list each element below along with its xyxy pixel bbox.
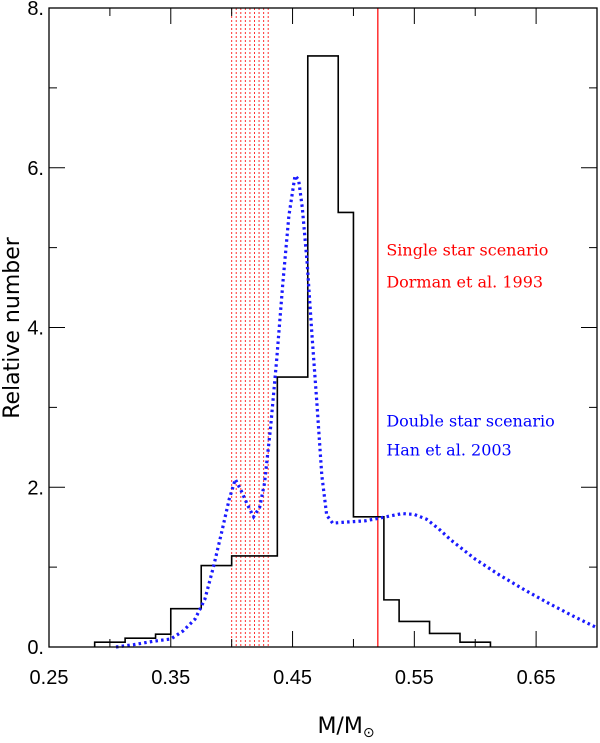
histogram-bin: [140, 638, 155, 647]
y-tick-label: 0.: [27, 637, 44, 659]
x-tick-label: 0.55: [395, 667, 434, 689]
histogram-bin: [338, 212, 353, 647]
annotations: Single star scenario Dorman et al. 1993 Do…: [386, 241, 554, 460]
x-tick-label: 0.25: [30, 667, 69, 689]
double-star-dotted-curve: [115, 172, 598, 649]
y-axis-title: Relative number: [0, 236, 25, 419]
plot-frame: [48, 7, 598, 648]
x-axis-title: M/M⊙: [317, 714, 374, 741]
x-tick-label: 0.45: [273, 667, 312, 689]
histogram-bin: [399, 621, 414, 647]
histogram-bin: [171, 609, 186, 647]
histogram-bin: [445, 633, 460, 647]
single-star-annotation: Dorman et al. 1993: [386, 273, 543, 292]
histogram-step-line: [93, 55, 492, 647]
y-tick-label: 6.: [27, 158, 44, 180]
double-star-curve-series: [115, 172, 598, 649]
histogram-bin: [293, 377, 308, 647]
x-tick-label: 0.35: [151, 667, 190, 689]
y-tick-label: 8.: [27, 0, 44, 20]
shaded-mass-band: [231, 8, 269, 647]
histogram-bin: [430, 633, 445, 647]
histogram-bin: [384, 600, 399, 647]
x-tick-label: 0.65: [517, 667, 556, 689]
y-tick-label: 2.: [27, 477, 44, 499]
histogram-bin: [262, 556, 277, 647]
double-star-annotation: Han et al. 2003: [386, 440, 511, 459]
y-tick-labels: 0. 2. 4. 6. 8.: [27, 0, 44, 659]
plot-border: [48, 7, 598, 648]
histogram-series: [93, 55, 492, 647]
histogram-bin: [353, 517, 368, 647]
histogram-bin: [277, 377, 292, 647]
histogram-bin: [308, 56, 323, 647]
histogram-bin: [414, 621, 429, 647]
x-tick-labels: 0.25 0.35 0.45 0.55 0.65: [30, 667, 556, 689]
histogram-bin: [323, 56, 338, 647]
y-tick-label: 4.: [27, 318, 44, 340]
histogram-bin: [216, 566, 231, 647]
histogram-bin: [369, 517, 384, 647]
double-star-annotation: Double star scenario: [386, 412, 554, 431]
x-axis-title-subscript: ⊙: [363, 725, 375, 741]
x-axis-title-main: M/M: [317, 714, 362, 739]
single-star-annotation: Single star scenario: [386, 241, 548, 260]
axis-ticks: [48, 7, 598, 648]
histogram-bin: [201, 566, 216, 647]
